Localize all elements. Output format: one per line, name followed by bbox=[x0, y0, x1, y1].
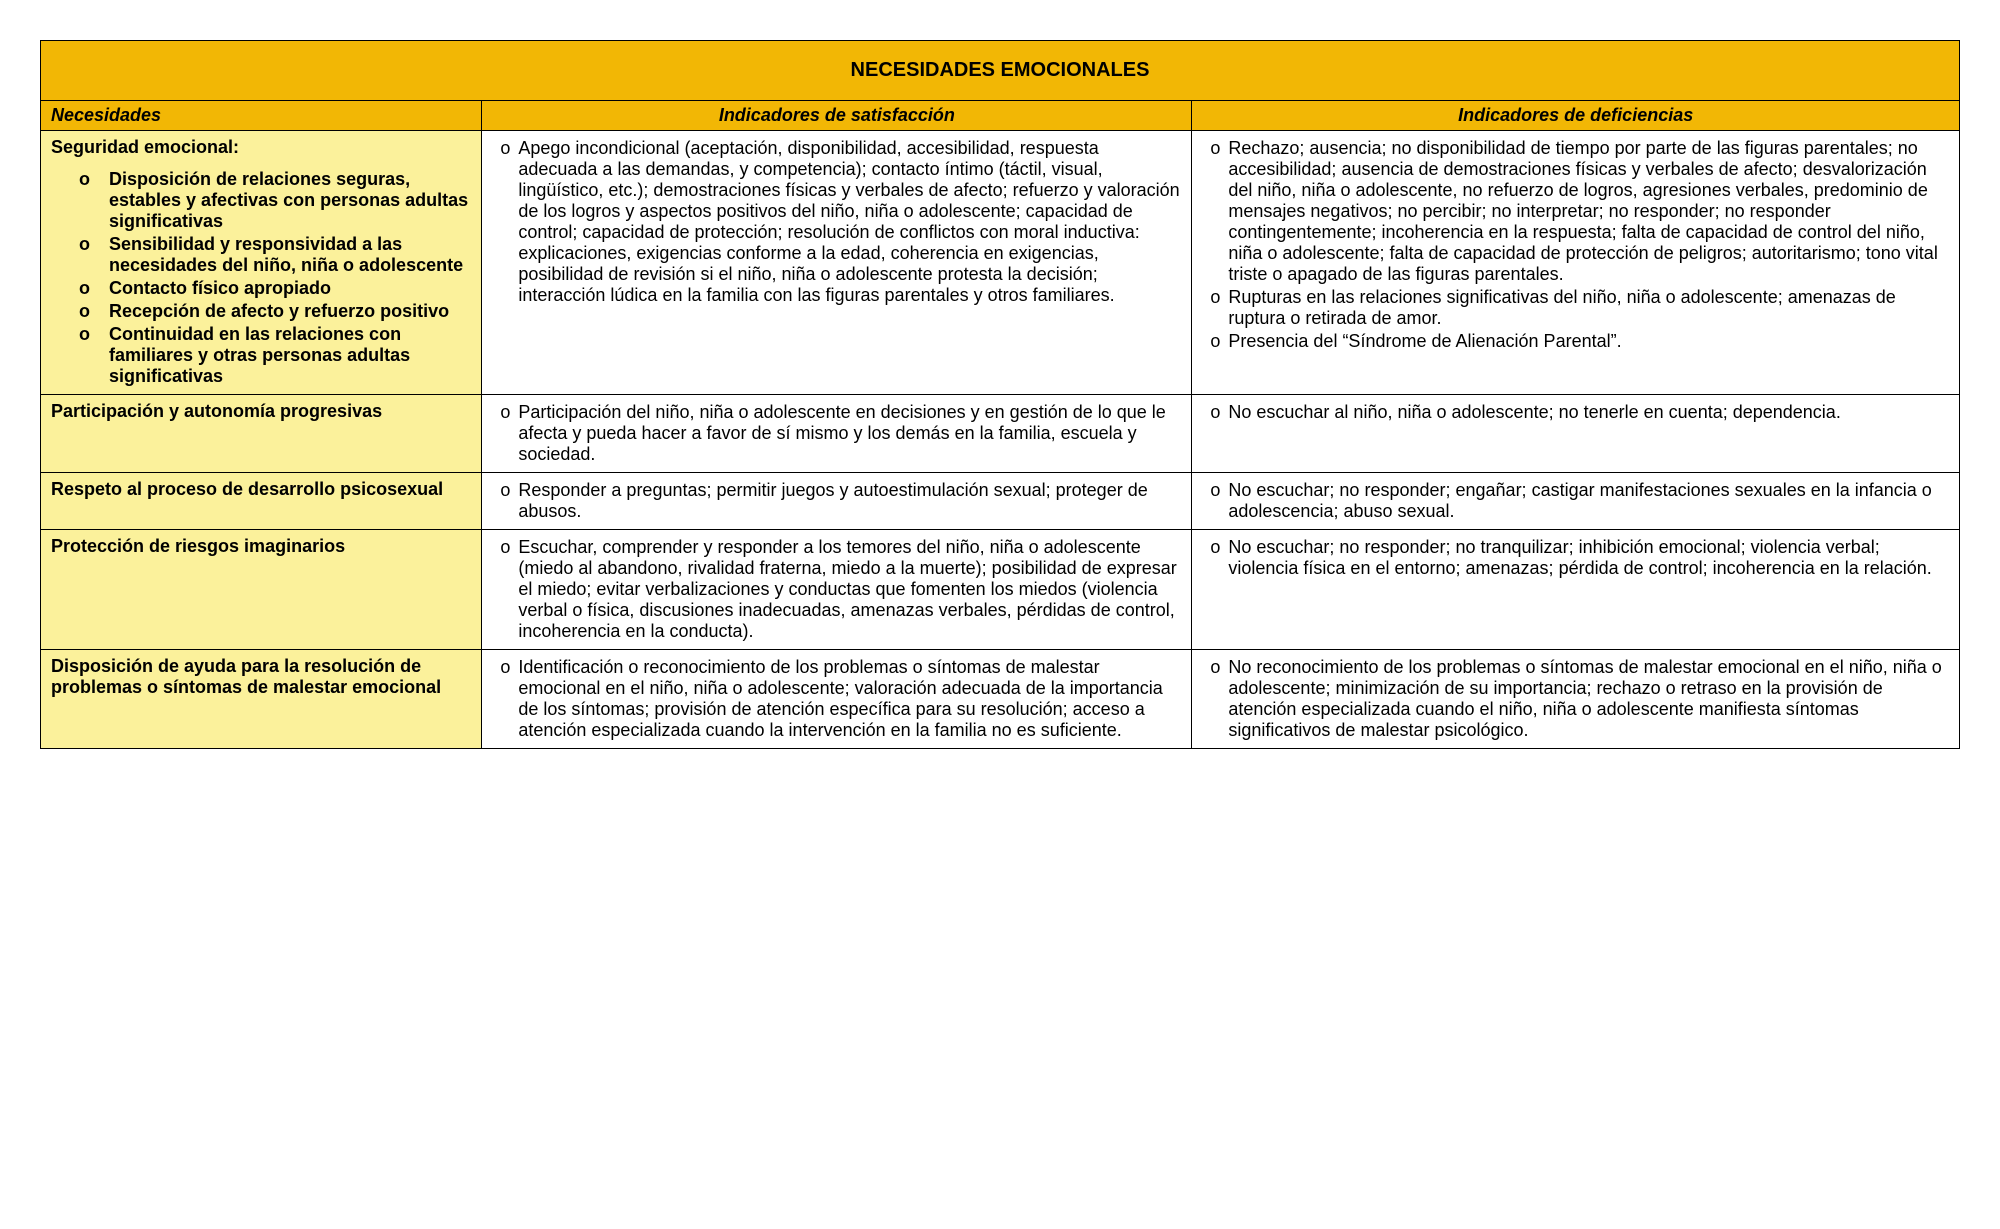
satisfaccion-cell: oParticipación del niño, niña o adolesce… bbox=[482, 395, 1192, 473]
bullet-marker-icon: o bbox=[79, 234, 109, 255]
deficiencias-list: oNo escuchar; no responder; engañar; cas… bbox=[1202, 479, 1949, 523]
satisfaccion-item: oParticipación del niño, niña o adolesce… bbox=[492, 401, 1181, 466]
bullet-marker-icon: o bbox=[79, 324, 109, 345]
necesidad-subitem-text: Recepción de afecto y refuerzo positivo bbox=[109, 301, 471, 322]
satisfaccion-item: oResponder a preguntas; permitir juegos … bbox=[492, 479, 1181, 523]
necesidad-subitem-text: Disposición de relaciones seguras, estab… bbox=[109, 169, 471, 232]
satisfaccion-cell: oEscuchar, comprender y responder a los … bbox=[482, 530, 1192, 650]
necesidad-subitem: oRecepción de afecto y refuerzo positivo bbox=[79, 300, 471, 323]
bullet-marker-icon: o bbox=[492, 402, 518, 423]
bullet-marker-icon: o bbox=[79, 278, 109, 299]
deficiencias-cell: oNo reconocimiento de los problemas o sí… bbox=[1192, 650, 1960, 749]
deficiencias-cell: oNo escuchar al niño, niña o adolescente… bbox=[1192, 395, 1960, 473]
deficiencias-item: oNo escuchar al niño, niña o adolescente… bbox=[1202, 401, 1949, 424]
satisfaccion-cell: oIdentificación o reconocimiento de los … bbox=[482, 650, 1192, 749]
deficiencias-text: Rupturas en las relaciones significativa… bbox=[1228, 287, 1949, 329]
satisfaccion-text: Escuchar, comprender y responder a los t… bbox=[518, 537, 1181, 642]
bullet-marker-icon: o bbox=[1202, 402, 1228, 423]
bullet-marker-icon: o bbox=[1202, 287, 1228, 308]
necesidad-title: Respeto al proceso de desarrollo psicose… bbox=[51, 479, 471, 500]
necesidad-cell: Protección de riesgos imaginarios bbox=[41, 530, 482, 650]
bullet-marker-icon: o bbox=[492, 537, 518, 558]
satisfaccion-text: Identificación o reconocimiento de los p… bbox=[518, 657, 1181, 741]
satisfaccion-cell: oResponder a preguntas; permitir juegos … bbox=[482, 473, 1192, 530]
header-row: Necesidades Indicadores de satisfacción … bbox=[41, 101, 1960, 131]
deficiencias-text: No escuchar; no responder; engañar; cast… bbox=[1228, 480, 1949, 522]
bullet-marker-icon: o bbox=[79, 301, 109, 322]
necesidad-subitem-text: Contacto físico apropiado bbox=[109, 278, 471, 299]
bullet-marker-icon: o bbox=[1202, 657, 1228, 678]
satisfaccion-list: oIdentificación o reconocimiento de los … bbox=[492, 656, 1181, 742]
satisfaccion-text: Apego incondicional (aceptación, disponi… bbox=[518, 138, 1181, 306]
necesidad-sublist: oDisposición de relaciones seguras, esta… bbox=[51, 168, 471, 388]
necesidad-subitem-text: Continuidad en las relaciones con famili… bbox=[109, 324, 471, 387]
bullet-marker-icon: o bbox=[1202, 331, 1228, 352]
deficiencias-item: oPresencia del “Síndrome de Alienación P… bbox=[1202, 330, 1949, 353]
necesidad-cell: Respeto al proceso de desarrollo psicose… bbox=[41, 473, 482, 530]
necesidades-table: NECESIDADES EMOCIONALES Necesidades Indi… bbox=[40, 40, 1960, 749]
deficiencias-list: oNo escuchar; no responder; no tranquili… bbox=[1202, 536, 1949, 580]
necesidad-subitem: oContinuidad en las relaciones con famil… bbox=[79, 323, 471, 388]
satisfaccion-list: oResponder a preguntas; permitir juegos … bbox=[492, 479, 1181, 523]
necesidad-title: Disposición de ayuda para la resolución … bbox=[51, 656, 471, 698]
satisfaccion-item: oApego incondicional (aceptación, dispon… bbox=[492, 137, 1181, 307]
necesidad-subitem-text: Sensibilidad y responsividad a las neces… bbox=[109, 234, 471, 276]
satisfaccion-text: Participación del niño, niña o adolescen… bbox=[518, 402, 1181, 465]
deficiencias-list: oNo reconocimiento de los problemas o sí… bbox=[1202, 656, 1949, 742]
deficiencias-item: oRupturas en las relaciones significativ… bbox=[1202, 286, 1949, 330]
deficiencias-item: oNo reconocimiento de los problemas o sí… bbox=[1202, 656, 1949, 742]
bullet-marker-icon: o bbox=[492, 480, 518, 501]
deficiencias-list: oRechazo; ausencia; no disponibilidad de… bbox=[1202, 137, 1949, 353]
necesidad-cell: Seguridad emocional:oDisposición de rela… bbox=[41, 131, 482, 395]
deficiencias-cell: oNo escuchar; no responder; engañar; cas… bbox=[1192, 473, 1960, 530]
deficiencias-item: oNo escuchar; no responder; no tranquili… bbox=[1202, 536, 1949, 580]
deficiencias-text: No escuchar al niño, niña o adolescente;… bbox=[1228, 402, 1949, 423]
satisfaccion-item: oIdentificación o reconocimiento de los … bbox=[492, 656, 1181, 742]
necesidad-cell: Disposición de ayuda para la resolución … bbox=[41, 650, 482, 749]
deficiencias-list: oNo escuchar al niño, niña o adolescente… bbox=[1202, 401, 1949, 424]
bullet-marker-icon: o bbox=[492, 138, 518, 159]
deficiencias-text: No escuchar; no responder; no tranquiliz… bbox=[1228, 537, 1949, 579]
bullet-marker-icon: o bbox=[1202, 537, 1228, 558]
deficiencias-cell: oNo escuchar; no responder; no tranquili… bbox=[1192, 530, 1960, 650]
necesidad-subitem: oDisposición de relaciones seguras, esta… bbox=[79, 168, 471, 233]
deficiencias-text: Presencia del “Síndrome de Alienación Pa… bbox=[1228, 331, 1949, 352]
bullet-marker-icon: o bbox=[1202, 480, 1228, 501]
necesidad-subitem: oContacto físico apropiado bbox=[79, 277, 471, 300]
deficiencias-text: No reconocimiento de los problemas o sín… bbox=[1228, 657, 1949, 741]
satisfaccion-list: oApego incondicional (aceptación, dispon… bbox=[492, 137, 1181, 307]
deficiencias-item: oRechazo; ausencia; no disponibilidad de… bbox=[1202, 137, 1949, 286]
header-necesidades: Necesidades bbox=[41, 101, 482, 131]
deficiencias-cell: oRechazo; ausencia; no disponibilidad de… bbox=[1192, 131, 1960, 395]
table-row: Participación y autonomía progresivasoPa… bbox=[41, 395, 1960, 473]
table-row: Protección de riesgos imaginariosoEscuch… bbox=[41, 530, 1960, 650]
satisfaccion-list: oEscuchar, comprender y responder a los … bbox=[492, 536, 1181, 643]
necesidad-title: Seguridad emocional: bbox=[51, 137, 471, 158]
title-row: NECESIDADES EMOCIONALES bbox=[41, 41, 1960, 101]
deficiencias-item: oNo escuchar; no responder; engañar; cas… bbox=[1202, 479, 1949, 523]
necesidad-subitem: oSensibilidad y responsividad a las nece… bbox=[79, 233, 471, 277]
necesidad-title: Participación y autonomía progresivas bbox=[51, 401, 471, 422]
satisfaccion-text: Responder a preguntas; permitir juegos y… bbox=[518, 480, 1181, 522]
table-title: NECESIDADES EMOCIONALES bbox=[41, 41, 1960, 101]
table-row: Seguridad emocional:oDisposición de rela… bbox=[41, 131, 1960, 395]
necesidad-title: Protección de riesgos imaginarios bbox=[51, 536, 471, 557]
bullet-marker-icon: o bbox=[79, 169, 109, 190]
header-deficiencias: Indicadores de deficiencias bbox=[1192, 101, 1960, 131]
header-satisfaccion: Indicadores de satisfacción bbox=[482, 101, 1192, 131]
table-body: Seguridad emocional:oDisposición de rela… bbox=[41, 131, 1960, 749]
necesidad-cell: Participación y autonomía progresivas bbox=[41, 395, 482, 473]
satisfaccion-item: oEscuchar, comprender y responder a los … bbox=[492, 536, 1181, 643]
table-row: Disposición de ayuda para la resolución … bbox=[41, 650, 1960, 749]
satisfaccion-cell: oApego incondicional (aceptación, dispon… bbox=[482, 131, 1192, 395]
satisfaccion-list: oParticipación del niño, niña o adolesce… bbox=[492, 401, 1181, 466]
deficiencias-text: Rechazo; ausencia; no disponibilidad de … bbox=[1228, 138, 1949, 285]
bullet-marker-icon: o bbox=[1202, 138, 1228, 159]
bullet-marker-icon: o bbox=[492, 657, 518, 678]
table-row: Respeto al proceso de desarrollo psicose… bbox=[41, 473, 1960, 530]
